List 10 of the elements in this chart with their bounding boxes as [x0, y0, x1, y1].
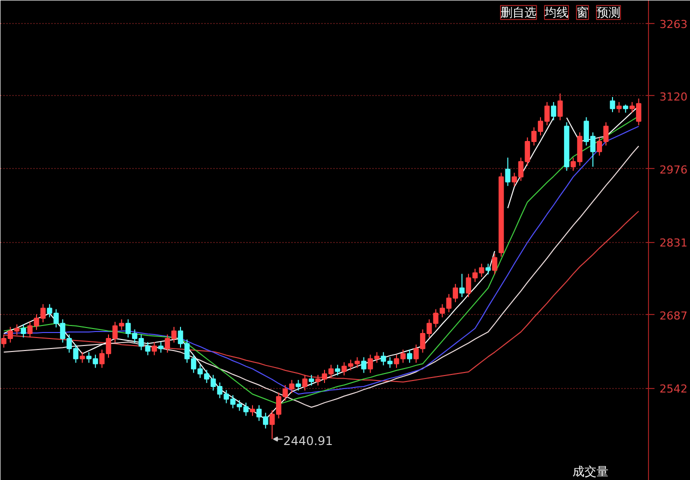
y-tick-label: 2687 [660, 309, 688, 322]
y-tick-label: 3263 [660, 18, 688, 32]
annotation: 2440.91 [283, 434, 333, 448]
line-series [3, 210, 640, 382]
y-tick-label: 2976 [660, 163, 688, 176]
annotation: 成交量 [572, 464, 608, 478]
y-tick-label: 2831 [660, 236, 688, 250]
annotation: 窗 [576, 6, 588, 20]
y-tick-label: 2542 [660, 382, 688, 396]
y-tick-label: 3120 [660, 90, 688, 104]
